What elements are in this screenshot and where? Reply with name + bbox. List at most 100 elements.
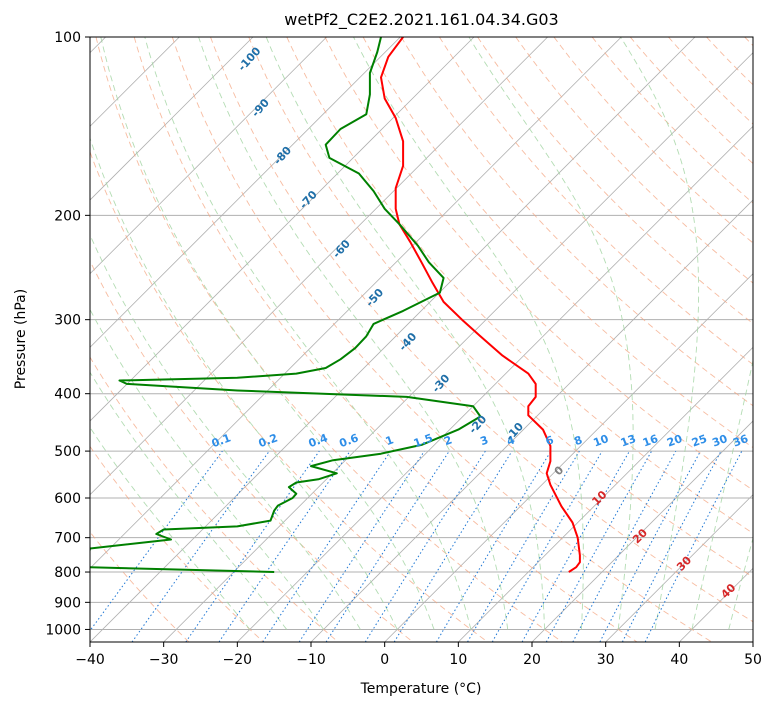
- moist-adiabat-line: [90, 308, 324, 630]
- dry-adiabat-label: -60: [330, 237, 353, 261]
- y-tick-label: 600: [54, 491, 81, 507]
- dry-adiabat-line: [90, 356, 339, 642]
- mixing-ratio-line: [435, 450, 552, 642]
- dry-adiabat-line: [706, 37, 753, 86]
- mixing-ratio-line: [644, 450, 743, 642]
- dry-adiabat-line: [400, 37, 753, 407]
- dewpoint-line: [90, 37, 482, 573]
- dry-adiabat-label: -40: [396, 330, 419, 354]
- plot-frame: [89, 36, 754, 643]
- moist-adiabat-line: [620, 37, 700, 630]
- mixing-ratio-label: 20: [665, 432, 684, 450]
- mixing-ratio-line: [545, 450, 653, 642]
- dry-adiabat-line: [591, 37, 753, 204]
- mixing-ratio-line: [364, 450, 486, 642]
- isotherm-line: [605, 494, 753, 642]
- dry-adiabat-line: [90, 259, 414, 642]
- mixing-ratio-label: 36: [731, 432, 750, 450]
- dry-adiabat-label: -50: [363, 286, 386, 310]
- x-tick-label: −40: [75, 652, 105, 668]
- isotherm-line: [90, 37, 327, 275]
- moist-adiabat-line: [90, 234, 361, 630]
- moist-adiabat-line: [90, 371, 288, 630]
- dry-adiabat-label: -30: [430, 372, 453, 396]
- isotherm-line: [531, 420, 753, 642]
- isotherm-line: [90, 37, 622, 569]
- moist-adiabat-label: 20: [630, 526, 650, 546]
- dry-adiabat-line: [95, 37, 563, 642]
- isotherm-line: [384, 273, 753, 642]
- mixing-ratio-label: 30: [710, 432, 729, 450]
- mixing-ratio-line: [131, 450, 270, 642]
- dry-adiabat-line: [90, 445, 264, 642]
- isotherm-line: [90, 37, 696, 642]
- dry-adiabat-line: [171, 37, 712, 642]
- mixing-ratio-label: 4: [505, 433, 517, 448]
- dry-adiabat-label: -20: [466, 413, 489, 437]
- moist-adiabat-line: [90, 136, 398, 630]
- mixing-ratio-line: [521, 450, 630, 642]
- dry-adiabat-line: [248, 37, 753, 578]
- moist-adiabat-line: [691, 358, 753, 630]
- moist-adiabat-line: [353, 37, 584, 630]
- dry-adiabat-line: [553, 37, 753, 244]
- chart-title: wetPf2_C2E2.2021.161.04.34.G03: [284, 10, 559, 29]
- y-tick-label: 300: [54, 313, 81, 329]
- mixing-ratio-line: [325, 450, 450, 642]
- mixing-ratio-label: 8: [572, 433, 584, 448]
- mixing-ratio-label: 0.2: [257, 431, 280, 450]
- dry-adiabat-line: [362, 37, 753, 449]
- isotherm-line: [90, 37, 475, 422]
- isotherm-line: [679, 567, 753, 642]
- mixing-ratio-label: 0.1: [210, 431, 233, 450]
- x-tick-label: −20: [223, 652, 253, 668]
- y-tick-label: 900: [54, 595, 81, 611]
- y-tick-label: 500: [54, 444, 81, 460]
- moist-adiabat-line: [468, 37, 634, 630]
- x-tick-label: 0: [380, 652, 389, 668]
- mixing-ratio-label: 1: [384, 433, 396, 448]
- mixing-ratio-label: 25: [690, 432, 709, 449]
- x-tick-label: 20: [523, 652, 541, 668]
- y-tick-label: 800: [54, 565, 81, 581]
- y-tick-label: 700: [54, 531, 81, 547]
- moist-adiabat-line: [265, 37, 546, 630]
- moist-adiabat-line: [90, 426, 251, 630]
- x-axis-label: Temperature (°C): [360, 681, 482, 697]
- isotherm-line: [310, 199, 753, 642]
- dry-adiabat-line: [90, 150, 488, 642]
- background-lines: [90, 37, 753, 642]
- y-tick-label: 200: [54, 208, 81, 224]
- mixing-ratio-label: 10: [592, 432, 611, 450]
- isotherm-line: [163, 52, 753, 642]
- dry-adiabat-label: -100: [235, 44, 263, 73]
- moist-adiabat-line: [198, 37, 509, 630]
- isotherm-line: [90, 37, 401, 348]
- x-tick-label: 30: [597, 652, 615, 668]
- mixing-ratio-line: [185, 450, 320, 642]
- x-tick-label: −30: [149, 652, 179, 668]
- temperature-line: [380, 37, 581, 573]
- isotherm-line: [237, 125, 753, 642]
- isotherm-line: [90, 37, 548, 496]
- mixing-ratio-label: 16: [641, 432, 660, 450]
- mixing-ratio-label: 13: [619, 432, 638, 449]
- dry-adiabat-line: [286, 37, 753, 534]
- isotherm-line: [90, 37, 254, 201]
- mixing-ratio-label: 1.5: [412, 431, 435, 450]
- isotherm-line: [458, 346, 753, 642]
- y-tick-label: 400: [54, 387, 81, 403]
- moist-adiabat-line: [144, 37, 472, 630]
- mixing-ratio-line: [298, 450, 425, 642]
- dry-adiabat-label: -80: [271, 144, 294, 168]
- dry-adiabat-label: -90: [249, 96, 272, 120]
- dry-adiabat-line: [439, 37, 753, 365]
- moist-adiabat-line: [728, 536, 753, 630]
- y-tick-label: 1000: [45, 622, 81, 638]
- moist-adiabat-label: 40: [718, 581, 738, 601]
- mixing-ratio-line: [90, 450, 223, 632]
- axis-ticks: −40 −30 −20 −10 0 10 20 30 40 5010020030040050060…: [45, 30, 762, 668]
- mixing-ratio-label: 0.6: [338, 431, 361, 450]
- isotherm-line: [752, 641, 753, 642]
